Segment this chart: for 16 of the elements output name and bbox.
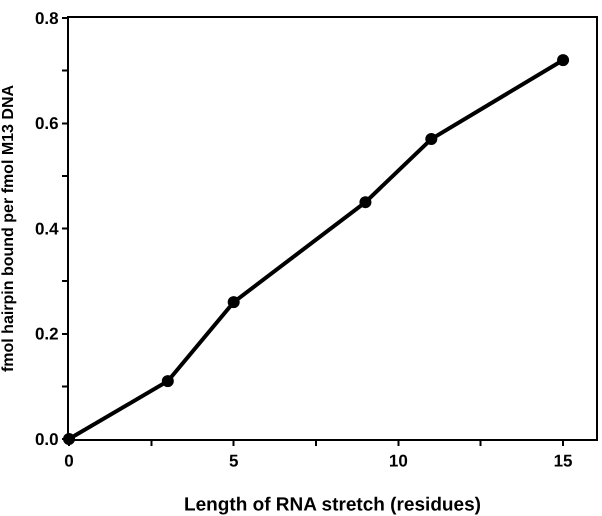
y-tick-label: 0.2	[34, 324, 59, 344]
y-tick-label: 0.8	[34, 8, 59, 28]
y-tick-label: 0.6	[34, 114, 59, 134]
point	[162, 375, 174, 388]
point	[557, 54, 570, 66]
x-axis-title: Length of RNA stretch (residues)	[184, 494, 481, 516]
x-tick-label: 10	[388, 451, 408, 470]
point	[228, 296, 240, 308]
x-tick-label: 15	[554, 451, 573, 470]
x-tick-label: 5	[228, 451, 238, 470]
text: 0.0	[34, 430, 59, 449]
y-tick-label: 0.4	[34, 219, 60, 238]
y-axis-title: fmol hairpin bound per fmol M13 DNA	[0, 84, 17, 372]
point	[359, 196, 372, 208]
point	[425, 133, 438, 146]
x-tick-label: 0	[64, 451, 74, 470]
